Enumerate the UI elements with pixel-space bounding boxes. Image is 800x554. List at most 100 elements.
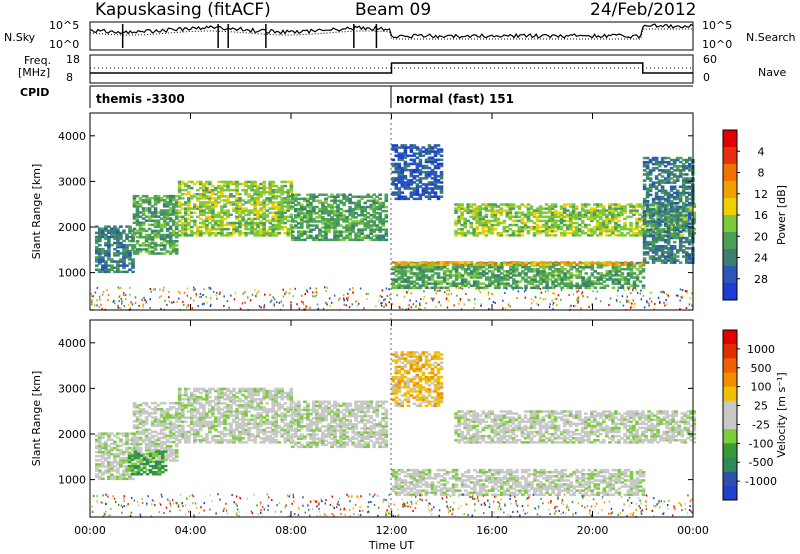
data-cell [98, 268, 102, 271]
data-cell [487, 221, 492, 225]
data-cell [635, 205, 639, 208]
data-cell [125, 471, 129, 474]
data-cell [520, 227, 525, 231]
data-cell [150, 434, 155, 438]
data-cell [617, 261, 622, 265]
data-cell [626, 286, 631, 289]
data-cell [168, 252, 173, 255]
data-cell [632, 286, 637, 289]
data-cell [611, 282, 616, 285]
data-cell [635, 217, 639, 221]
data-cell [220, 211, 224, 214]
data-cell [623, 227, 627, 231]
data-cell [375, 236, 379, 240]
data-cell [168, 213, 173, 216]
data-cell [681, 162, 686, 166]
data-cell [645, 193, 650, 197]
data-cell [253, 199, 257, 202]
data-cell [554, 261, 558, 264]
data-cell [529, 227, 534, 231]
data-cell [635, 261, 640, 265]
data-cell [672, 181, 677, 184]
data-cell [211, 211, 215, 214]
data-cell [580, 225, 585, 229]
data-cell [250, 211, 254, 214]
data-cell [463, 272, 468, 275]
data-cell [397, 278, 402, 281]
noise-cell [431, 299, 434, 302]
data-cell [608, 219, 612, 223]
data-cell [147, 223, 152, 227]
data-cell [478, 272, 483, 275]
data-cell [590, 274, 595, 277]
data-cell [433, 175, 438, 178]
data-cell [666, 228, 671, 232]
data-cell [283, 180, 288, 184]
data-cell [122, 461, 126, 464]
data-cell [291, 234, 295, 237]
data-cell [406, 183, 411, 186]
data-cell [262, 217, 266, 221]
data-cell [271, 223, 275, 227]
data-cell [641, 286, 646, 289]
data-cell [253, 201, 257, 204]
data-cell [629, 215, 633, 219]
data-cell [369, 214, 373, 217]
data-cell [391, 158, 396, 162]
data-cell [488, 261, 492, 264]
data-cell [475, 276, 480, 279]
data-cell [196, 207, 200, 210]
data-cell [681, 236, 686, 240]
data-cell [174, 201, 179, 204]
data-cell [357, 220, 361, 223]
data-cell [174, 233, 179, 237]
data-cell [551, 282, 555, 285]
data-cell [324, 232, 328, 235]
data-cell [162, 248, 167, 251]
noise-cell [660, 291, 662, 294]
data-cell [141, 410, 146, 413]
data-cell [394, 170, 399, 174]
data-cell [104, 465, 108, 468]
noise-cell [359, 287, 362, 290]
data-cell [223, 182, 227, 186]
data-cell [424, 261, 429, 264]
data-cell [125, 235, 129, 239]
data-cell [110, 475, 114, 478]
data-cell [451, 268, 456, 271]
data-cell [463, 209, 467, 212]
data-cell [303, 238, 307, 242]
data-cell [617, 205, 621, 208]
data-cell [381, 220, 385, 223]
data-cell [235, 193, 239, 196]
data-cell [412, 286, 417, 289]
data-cell [372, 234, 376, 237]
data-cell [122, 254, 126, 257]
data-cell [485, 268, 489, 271]
data-cell [526, 215, 531, 219]
data-cell [681, 187, 686, 191]
data-cell [660, 230, 665, 234]
data-cell [223, 199, 227, 202]
data-cell [286, 191, 291, 194]
data-cell [688, 191, 692, 195]
data-cell [611, 203, 615, 206]
data-cell [578, 276, 582, 279]
data-cell [214, 199, 218, 202]
data-cell [196, 227, 200, 231]
data-cell [657, 204, 662, 207]
data-cell [463, 282, 468, 285]
data-cell [475, 205, 479, 208]
noise-cell [149, 298, 151, 301]
data-cell [384, 228, 389, 231]
noise-cell [349, 288, 351, 291]
data-cell [265, 230, 269, 233]
noise-cell [487, 294, 490, 296]
data-cell [593, 270, 598, 273]
data-cell [229, 182, 233, 186]
data-cell [635, 278, 640, 281]
data-cell [506, 284, 510, 287]
data-cell [526, 207, 531, 210]
data-cell [442, 266, 447, 269]
noise-cell [551, 292, 554, 295]
